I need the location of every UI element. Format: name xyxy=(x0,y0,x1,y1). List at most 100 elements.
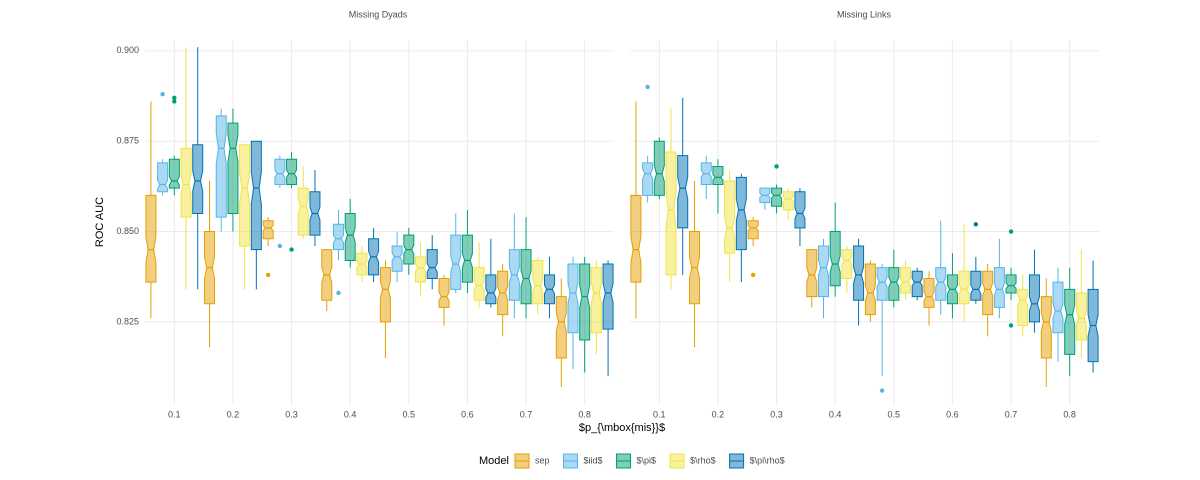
box xyxy=(900,267,912,294)
x-tick-label: 0.8 xyxy=(578,409,591,419)
x-tick-label: 0.7 xyxy=(520,409,533,419)
outlier xyxy=(774,164,779,169)
box xyxy=(888,267,900,301)
box xyxy=(450,234,462,290)
box xyxy=(227,122,239,214)
x-axis-label: $p_{\mbox{mis}}$ xyxy=(579,422,665,434)
y-tick-label: 0.850 xyxy=(116,226,139,236)
x-tick-label: 0.7 xyxy=(1005,409,1018,419)
box xyxy=(665,151,677,276)
box xyxy=(579,263,591,341)
box xyxy=(555,296,567,359)
box xyxy=(332,223,344,251)
box xyxy=(642,162,654,196)
box xyxy=(982,270,994,316)
y-tick-label: 0.875 xyxy=(116,136,139,146)
box xyxy=(630,194,642,283)
x-tick-label: 0.5 xyxy=(888,409,901,419)
box xyxy=(567,263,579,334)
box xyxy=(817,245,829,298)
x-tick-label: 0.3 xyxy=(770,409,783,419)
box xyxy=(747,220,759,240)
y-tick-label: 0.825 xyxy=(116,316,139,326)
box xyxy=(391,245,403,272)
box xyxy=(864,263,876,316)
box xyxy=(712,165,724,186)
box xyxy=(473,267,485,301)
x-tick-label: 0.1 xyxy=(168,409,181,419)
facet-title: Missing Dyads xyxy=(349,9,408,19)
box xyxy=(520,249,532,305)
box xyxy=(677,155,689,229)
box xyxy=(297,187,309,236)
box xyxy=(145,194,157,283)
box xyxy=(461,234,473,283)
box xyxy=(829,231,841,287)
x-tick-label: 0.8 xyxy=(1063,409,1076,419)
y-axis-label: ROC AUC xyxy=(94,197,106,247)
legend-label: $iid$ xyxy=(584,455,603,465)
box xyxy=(1028,274,1040,323)
box xyxy=(485,274,497,305)
box xyxy=(771,187,783,207)
legend-label: $\rho$ xyxy=(690,455,716,465)
box xyxy=(1005,274,1017,294)
box xyxy=(590,267,602,334)
box xyxy=(1075,292,1087,341)
box xyxy=(180,147,192,218)
box xyxy=(935,267,947,301)
box xyxy=(841,249,853,280)
outlier xyxy=(277,243,283,249)
box xyxy=(532,259,544,305)
y-tick-label: 0.900 xyxy=(116,45,139,55)
box xyxy=(344,212,356,261)
box xyxy=(215,115,227,218)
x-tick-label: 0.2 xyxy=(712,409,725,419)
legend-title: Model xyxy=(479,455,509,467)
box xyxy=(653,140,665,196)
outlier xyxy=(265,272,271,278)
legend-label: $\pi$ xyxy=(637,455,657,465)
box xyxy=(806,249,818,298)
outlier xyxy=(750,272,756,278)
box xyxy=(426,249,438,280)
x-tick-label: 0.6 xyxy=(946,409,959,419)
box xyxy=(1064,288,1076,355)
x-tick-label: 0.3 xyxy=(285,409,298,419)
x-tick-label: 0.4 xyxy=(344,409,357,419)
box xyxy=(911,270,923,298)
box xyxy=(415,256,427,283)
box xyxy=(782,191,794,211)
x-tick-label: 0.2 xyxy=(227,409,240,419)
box xyxy=(735,176,747,251)
outlier xyxy=(336,290,341,296)
box xyxy=(794,191,806,229)
x-tick-label: 0.6 xyxy=(461,409,474,419)
outlier xyxy=(172,95,177,101)
box xyxy=(262,220,274,240)
box xyxy=(168,158,180,189)
box xyxy=(379,267,391,323)
box xyxy=(286,158,298,186)
box xyxy=(157,162,169,193)
outlier xyxy=(879,388,885,393)
x-tick-label: 0.4 xyxy=(829,409,842,419)
box xyxy=(438,278,450,308)
box xyxy=(970,270,982,301)
box xyxy=(853,245,865,301)
x-tick-label: 0.5 xyxy=(403,409,416,419)
box xyxy=(1040,296,1052,359)
outlier xyxy=(973,222,979,227)
outlier xyxy=(1008,229,1014,234)
box xyxy=(1052,281,1064,334)
box xyxy=(876,267,888,301)
box xyxy=(274,158,286,186)
box xyxy=(602,263,614,330)
outlier xyxy=(645,84,650,90)
box xyxy=(923,278,935,308)
box xyxy=(192,144,204,214)
outlier xyxy=(289,247,294,252)
outlier xyxy=(172,99,177,104)
legend-label: $\pi\rho$ xyxy=(750,455,785,465)
